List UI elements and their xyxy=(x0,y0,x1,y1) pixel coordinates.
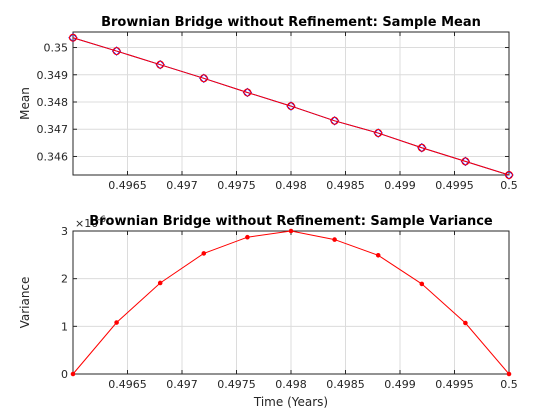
data-point-circle xyxy=(417,143,426,152)
data-point-dot xyxy=(332,237,337,242)
mean-axes: 0.4965 0.497 0.4975 0.498 0.4985 0.499 0.4995 0… xyxy=(18,15,518,192)
data-point-dot xyxy=(114,320,119,325)
y-tick-label: 0 xyxy=(61,368,68,381)
x-tick-label: 0.4965 xyxy=(108,378,147,391)
data-point-circle xyxy=(287,102,295,111)
y-tick-label: 3 xyxy=(61,225,68,238)
data-point-dot xyxy=(419,281,425,287)
x-tick-label: 0.497 xyxy=(166,179,198,192)
data-point-circle xyxy=(69,33,77,42)
data-point-dot xyxy=(157,280,163,286)
x-tick-label: 0.498 xyxy=(275,179,307,192)
x-tick-label: 0.499 xyxy=(384,378,416,391)
data-point-dot xyxy=(288,228,294,234)
x-tick-label: 0.4985 xyxy=(326,378,365,391)
x-tick-label: 0.4975 xyxy=(217,378,256,391)
y-exponent-power: -6 xyxy=(97,215,106,225)
data-point-circle xyxy=(374,129,383,138)
data-point-circle xyxy=(243,88,252,97)
data-point-circle xyxy=(112,47,121,56)
chart-title: Brownian Bridge without Refinement: Samp… xyxy=(101,15,481,30)
series-line xyxy=(72,37,510,176)
x-tick-label: 0.4985 xyxy=(326,179,365,192)
y-exponent-label: ×10 xyxy=(75,217,98,230)
data-point-circle xyxy=(199,74,208,83)
y-tick-label: 0.346 xyxy=(37,150,69,163)
y-axis-label: Mean xyxy=(18,87,32,120)
x-tick-label: 0.4995 xyxy=(435,378,474,391)
x-tick-label: 0.5 xyxy=(500,179,518,192)
data-point-dot xyxy=(245,234,250,240)
data-point-dot xyxy=(201,251,207,256)
x-tick-label: 0.4965 xyxy=(108,179,147,192)
chart-title: Brownian Bridge without Refinement: Samp… xyxy=(89,214,493,229)
data-point-dot xyxy=(375,253,381,258)
x-axis-label: Time (Years) xyxy=(253,395,328,409)
x-tick-label: 0.499 xyxy=(384,179,416,192)
y-tick-label: 2 xyxy=(61,273,68,286)
x-tick-label: 0.5 xyxy=(500,378,518,391)
x-tick-label: 0.4975 xyxy=(217,179,256,192)
data-point-circle xyxy=(156,60,165,69)
variance-axes: 0.4965 0.497 0.4975 0.498 0.4985 0.499 0.4995 0… xyxy=(18,214,518,409)
x-tick-label: 0.497 xyxy=(166,378,198,391)
y-tick-label: 0.35 xyxy=(44,42,69,55)
data-point-dot xyxy=(506,371,512,377)
data-point-circle xyxy=(330,116,339,125)
y-tick-label: 0.348 xyxy=(37,96,69,109)
data-point-circle xyxy=(461,157,470,166)
y-tick-label: 0.349 xyxy=(37,69,69,82)
data-point-circle xyxy=(505,171,513,179)
y-axis-label: Variance xyxy=(18,277,32,329)
y-tick-label: 1 xyxy=(61,320,68,333)
data-point-dot xyxy=(463,320,468,326)
data-point-dot xyxy=(70,371,76,377)
y-tick-label: 0.347 xyxy=(37,123,69,136)
x-tick-label: 0.498 xyxy=(275,378,307,391)
x-tick-label: 0.4995 xyxy=(435,179,474,192)
